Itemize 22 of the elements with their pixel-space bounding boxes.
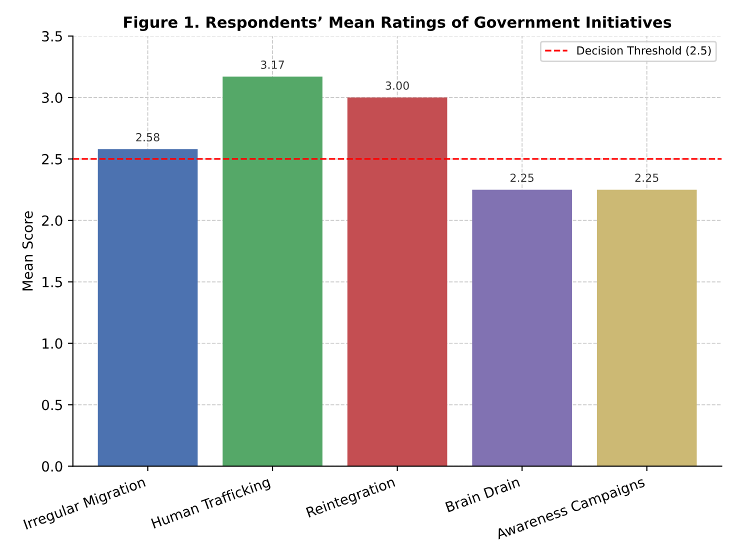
- y-tick-label: 2.0: [42, 215, 62, 226]
- data-label: 2.25: [635, 174, 658, 182]
- bar: [596, 190, 697, 466]
- legend-label: Decision Threshold (2.5): [577, 46, 711, 56]
- bar: [222, 76, 322, 466]
- y-tick-label: 3.5: [42, 31, 62, 42]
- y-tick-label: 0.5: [42, 400, 62, 410]
- data-label: 3.17: [261, 60, 284, 69]
- y-tick-label: 2.5: [42, 154, 62, 164]
- y-tick-label: 1.0: [42, 338, 62, 349]
- data-label: 3.00: [386, 81, 409, 90]
- y-tick-label: 1.5: [42, 277, 62, 288]
- bar: [98, 149, 198, 466]
- y-tick-label: 0.0: [42, 461, 62, 472]
- bar: [347, 98, 448, 466]
- chart-title: Figure 1. Respondents’ Mean Ratings of Government Initiatives: [124, 16, 672, 32]
- y-tick-label: 3.0: [42, 92, 62, 103]
- y-axis-title: Mean Score: [22, 211, 33, 290]
- data-label: 2.58: [136, 133, 160, 142]
- data-label: 2.25: [510, 174, 534, 182]
- bar: [472, 190, 572, 466]
- x-tick-label: Brain Drain: [445, 476, 520, 512]
